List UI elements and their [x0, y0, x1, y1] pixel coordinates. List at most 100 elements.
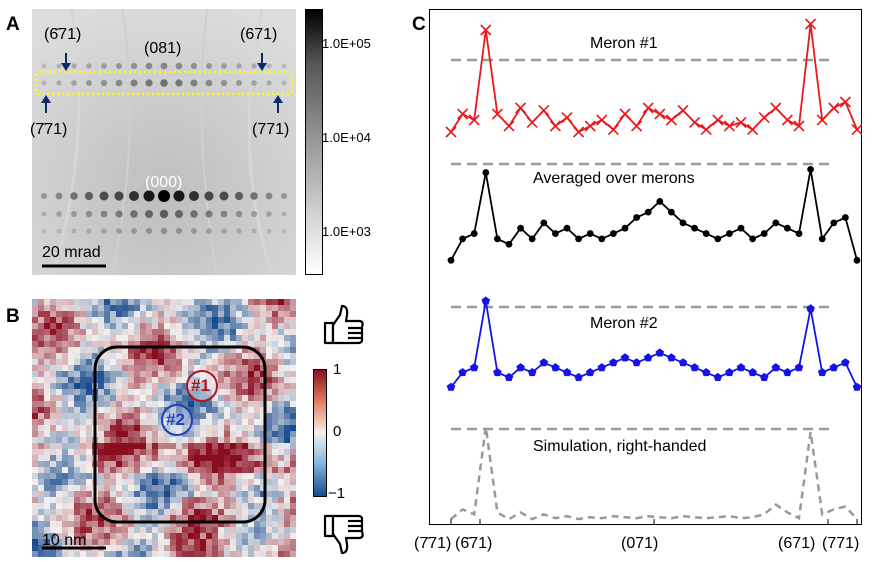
map-pixel: [122, 497, 128, 503]
map-pixel: [230, 485, 236, 491]
map-pixel: [188, 353, 194, 359]
map-pixel: [38, 545, 44, 551]
diffraction-spot: [158, 190, 170, 202]
diffraction-spot: [86, 63, 92, 69]
map-pixel: [206, 317, 212, 323]
map-pixel: [44, 317, 50, 323]
map-pixel: [230, 521, 236, 527]
map-pixel: [278, 461, 284, 467]
map-pixel: [32, 461, 38, 467]
map-pixel: [62, 311, 68, 317]
map-pixel: [260, 377, 266, 383]
map-pixel: [128, 317, 134, 323]
map-pixel: [218, 467, 224, 473]
map-pixel: [170, 437, 176, 443]
data-point: [817, 368, 827, 377]
map-pixel: [74, 335, 80, 341]
map-pixel: [278, 527, 284, 533]
data-point: [736, 363, 746, 372]
map-pixel: [32, 479, 38, 485]
map-pixel: [200, 401, 206, 407]
diffraction-spot: [130, 62, 138, 70]
map-pixel: [272, 515, 278, 521]
data-point: [793, 120, 805, 132]
map-pixel: [86, 431, 92, 437]
diffraction-spot: [236, 80, 242, 86]
map-pixel: [68, 533, 74, 539]
map-pixel: [212, 299, 218, 305]
map-pixel: [134, 539, 140, 545]
map-pixel: [86, 299, 92, 305]
map-pixel: [284, 461, 290, 467]
map-pixel: [44, 485, 50, 491]
map-pixel: [98, 461, 104, 467]
map-pixel: [224, 305, 230, 311]
map-pixel: [32, 395, 38, 401]
map-pixel: [140, 521, 146, 527]
data-point: [562, 368, 572, 377]
map-pixel: [98, 347, 104, 353]
map-pixel: [86, 425, 92, 431]
map-pixel: [260, 371, 266, 377]
map-pixel: [68, 299, 74, 305]
map-pixel: [134, 455, 140, 461]
map-pixel: [56, 515, 62, 521]
map-pixel: [32, 545, 38, 551]
map-pixel: [266, 299, 272, 305]
map-pixel: [224, 539, 230, 545]
map-pixel: [260, 449, 266, 455]
trace-label-meron-1: Meron #1: [590, 35, 658, 52]
map-pixel: [224, 527, 230, 533]
map-pixel: [266, 323, 272, 329]
map-pixel: [224, 455, 230, 461]
map-pixel: [38, 551, 44, 557]
map-pixel: [74, 503, 80, 509]
map-pixel: [278, 515, 284, 521]
map-pixel: [62, 347, 68, 353]
map-pixel: [278, 407, 284, 413]
data-point: [723, 120, 735, 132]
diffraction-spot: [175, 79, 183, 87]
map-pixel: [50, 371, 56, 377]
map-pixel: [104, 407, 110, 413]
map-pixel: [260, 365, 266, 371]
map-pixel: [56, 311, 62, 317]
map-pixel: [140, 431, 146, 437]
map-pixel: [236, 545, 242, 551]
map-pixel: [80, 419, 86, 425]
map-pixel: [272, 299, 278, 305]
diffraction-spot: [206, 228, 212, 234]
map-pixel: [266, 389, 272, 395]
map-pixel: [230, 533, 236, 539]
map-pixel: [50, 485, 56, 491]
map-pixel: [86, 491, 92, 497]
map-pixel: [170, 539, 176, 545]
data-point: [679, 219, 687, 227]
map-pixel: [68, 485, 74, 491]
spot-label-top-center: (081): [144, 40, 182, 57]
map-pixel: [260, 383, 266, 389]
diffraction-spot: [101, 63, 107, 69]
map-pixel: [140, 371, 146, 377]
map-pixel: [50, 311, 56, 317]
thumbs-down-icon: [322, 512, 366, 556]
map-pixel: [230, 365, 236, 371]
map-pixel: [260, 401, 266, 407]
map-pixel: [272, 353, 278, 359]
data-point: [770, 102, 782, 114]
map-pixel: [62, 341, 68, 347]
map-pixel: [218, 461, 224, 467]
map-pixel: [176, 347, 182, 353]
map-pixel: [182, 485, 188, 491]
map-pixel: [242, 533, 248, 539]
map-pixel: [110, 479, 116, 485]
map-pixel: [50, 443, 56, 449]
map-pixel: [158, 431, 164, 437]
map-pixel: [50, 449, 56, 455]
map-pixel: [158, 515, 164, 521]
map-pixel: [128, 311, 134, 317]
map-pixel: [122, 539, 128, 545]
diffraction-spot: [251, 80, 257, 86]
map-pixel: [254, 311, 260, 317]
map-pixel: [104, 539, 110, 545]
